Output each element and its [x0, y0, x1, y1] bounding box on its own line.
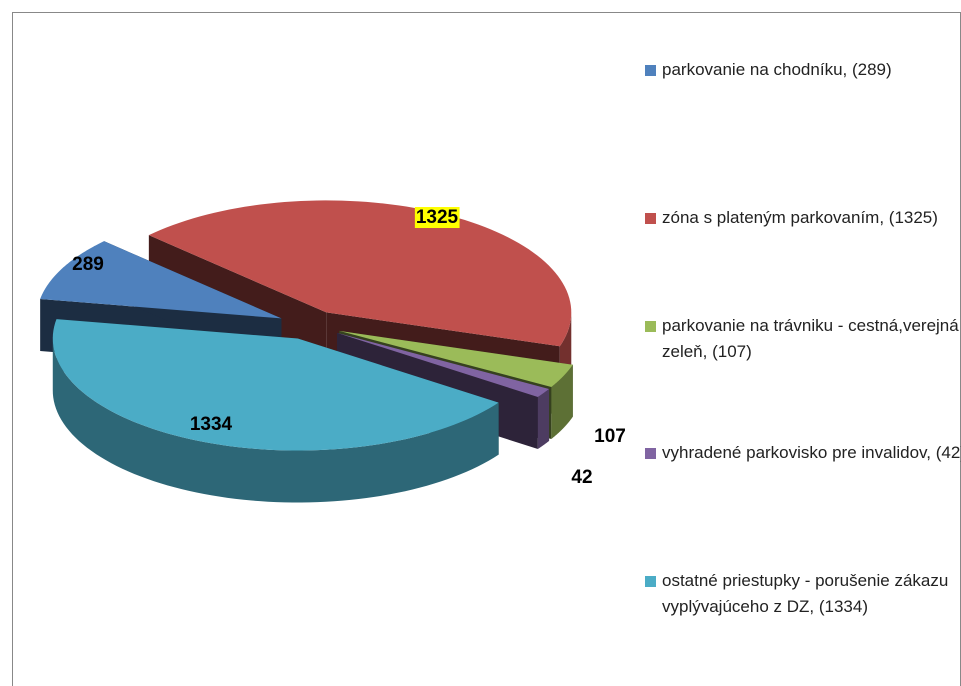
data-label: 1334 — [190, 414, 233, 435]
legend-entry: ostatné priestupky - porušenie zákazu vy… — [645, 568, 961, 620]
legend-entry: zóna s plateným parkovaním, (1325) — [645, 205, 961, 231]
slice-side — [551, 364, 573, 439]
legend-entry: vyhradené parkovisko pre invalidov, (42) — [645, 440, 961, 466]
legend-label: vyhradené parkovisko pre invalidov, (42) — [662, 443, 961, 462]
legend-label: ostatné priestupky - porušenie zákazu vy… — [662, 571, 949, 616]
legend-entry: parkovanie na chodníku, (289) — [645, 57, 961, 83]
legend-swatch — [645, 576, 656, 587]
data-label: 107 — [594, 426, 626, 447]
data-label: 289 — [72, 254, 104, 275]
slice — [52, 319, 499, 451]
legend-swatch — [645, 448, 656, 459]
legend-swatch — [645, 321, 656, 332]
data-label: 1325 — [416, 207, 459, 228]
legend-swatch — [645, 65, 656, 76]
legend-label: zóna s plateným parkovaním, (1325) — [662, 208, 938, 227]
legend-label: parkovanie na chodníku, (289) — [662, 60, 892, 79]
slice-side — [52, 337, 499, 503]
slice — [52, 319, 499, 503]
label-highlight — [414, 207, 460, 229]
slice — [336, 332, 550, 397]
slice — [148, 200, 572, 347]
legend-label: parkovanie na trávniku - cestná,verejná … — [662, 316, 959, 361]
legend-entry: parkovanie na trávniku - cestná,verejná … — [645, 313, 961, 365]
slice-side — [537, 388, 550, 449]
slice — [40, 241, 282, 319]
data-label: 42 — [571, 467, 592, 488]
slice — [339, 330, 573, 387]
legend-swatch — [645, 213, 656, 224]
